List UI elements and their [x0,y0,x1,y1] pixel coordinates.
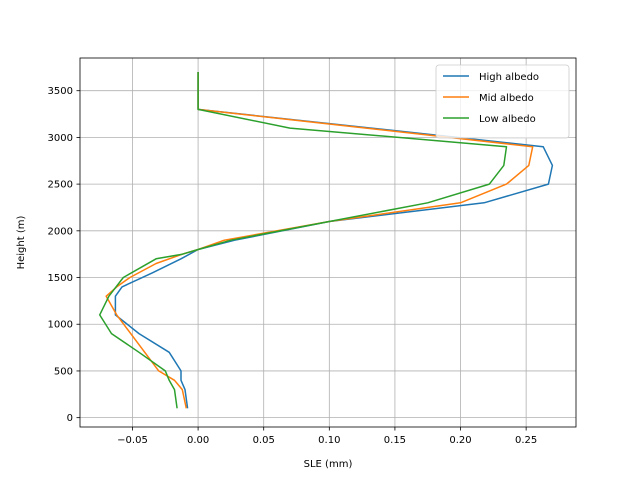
axis-ticks: −0.05 0.00 0.05 0.10 0.15 0.20 0.25 0 500 1000 150… [48,86,538,446]
y-tick-label: 3000 [48,133,73,144]
legend-box [435,64,570,139]
y-axis-label: Height (m) [16,216,27,270]
plot-frame [79,57,577,428]
legend: High albedo Mid albedo Low albedo [435,64,570,139]
x-tick-label: 0.15 [384,435,406,446]
y-tick-label: 3500 [48,86,73,97]
legend-label: Mid albedo [479,93,534,104]
y-tick-label: 1000 [48,320,73,331]
y-tick-label: 2000 [48,226,73,237]
y-tick-label: 1500 [48,273,73,284]
x-tick-label: 0.10 [318,435,340,446]
x-tick-label: 0.20 [449,435,471,446]
series-lines [98,72,554,409]
legend-label: Low albedo [479,114,536,125]
y-tick-label: 500 [54,366,73,377]
y-tick-label: 2500 [48,180,73,191]
y-tick-label: 0 [67,413,73,424]
x-tick-label: 0.00 [187,435,209,446]
x-tick-label: 0.25 [515,435,537,446]
x-tick-label: −0.05 [117,435,148,446]
series-line-low-albedo [98,72,508,409]
x-axis-label: SLE (mm) [304,459,353,470]
series-line-high-albedo [114,72,554,409]
legend-label: High albedo [479,72,539,83]
x-tick-label: 0.05 [253,435,275,446]
